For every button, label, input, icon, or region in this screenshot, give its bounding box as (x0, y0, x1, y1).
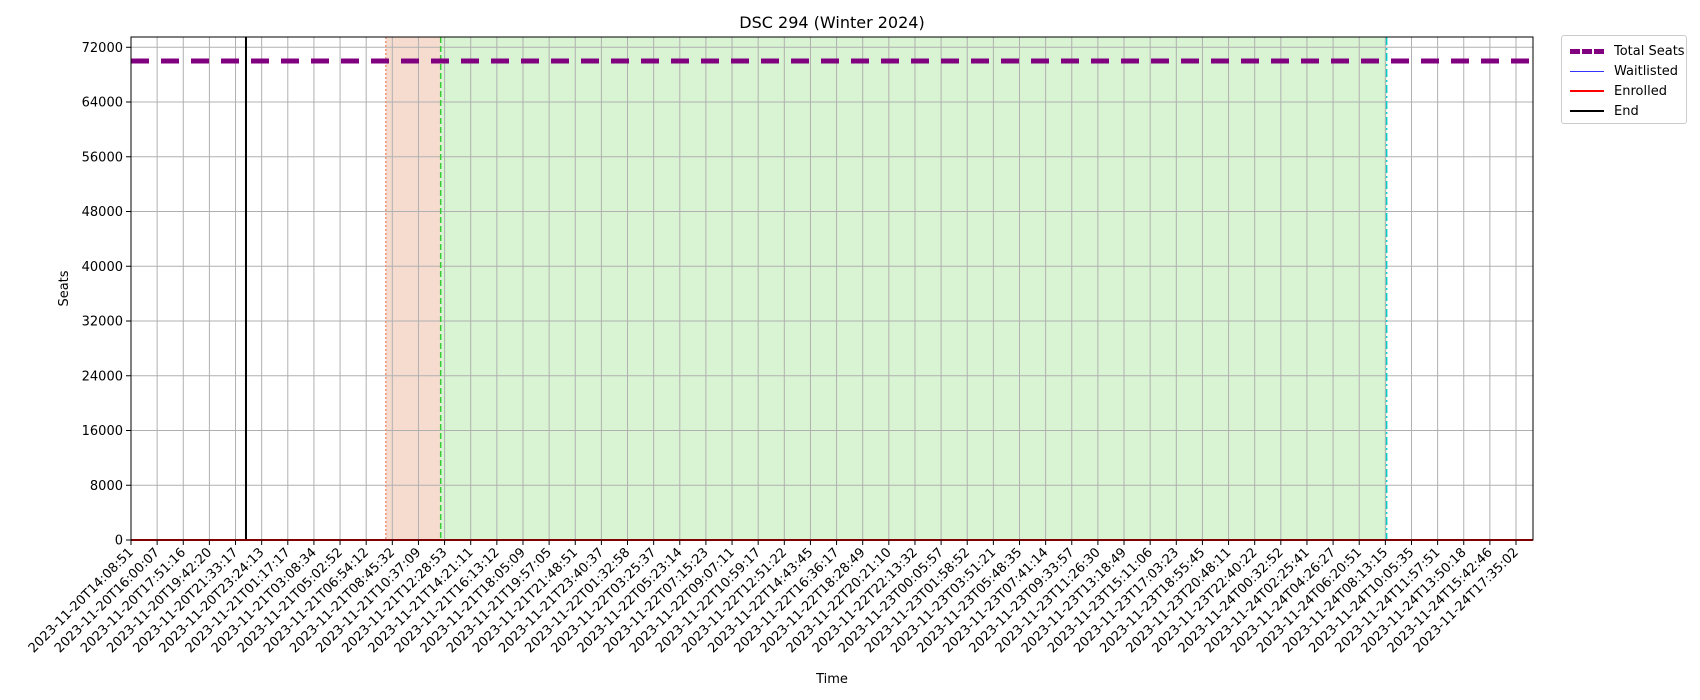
legend-label-waitlisted: Waitlisted (1614, 63, 1679, 79)
legend-item-enrolled: Enrolled (1570, 81, 1686, 101)
legend-swatch-end (1570, 110, 1604, 112)
legend-swatch-total-seats (1570, 48, 1604, 54)
plot-area (130, 36, 1534, 541)
shaded-region-1 (440, 37, 1387, 540)
legend-item-end: End (1570, 101, 1686, 121)
legend-label-end: End (1614, 103, 1639, 119)
y-tick-label: 32000 (82, 315, 123, 330)
y-tick-label: 40000 (82, 260, 123, 275)
legend: Total Seats Waitlisted Enrolled End (1561, 35, 1687, 124)
x-axis-label: Time (815, 672, 848, 687)
y-tick-label: 48000 (82, 205, 123, 220)
legend-label-total-seats: Total Seats (1614, 43, 1685, 59)
y-tick-label: 72000 (82, 41, 123, 56)
shaded-regions (385, 37, 1387, 540)
y-tick-label: 16000 (82, 424, 123, 439)
y-axis: 0 8000 16000 24000 32000 40000 48000 56000 64000… (82, 41, 131, 549)
legend-label-enrolled: Enrolled (1614, 83, 1667, 99)
y-tick-label: 64000 (82, 96, 123, 111)
y-axis-label: Seats (57, 270, 72, 306)
shaded-region-0 (385, 37, 441, 540)
x-axis: 2023-11-20T14:08:512023-11-20T16:00:0720… (26, 540, 1522, 656)
grid (130, 37, 1533, 541)
legend-item-waitlisted: Waitlisted (1570, 61, 1686, 81)
y-tick-label: 0 (115, 534, 123, 549)
vertical-markers (244, 37, 1388, 540)
legend-swatch-waitlisted (1570, 70, 1604, 72)
legend-item-total-seats: Total Seats (1570, 41, 1686, 61)
y-tick-label: 8000 (90, 479, 123, 494)
chart-title: DSC 294 (Winter 2024) (739, 13, 924, 32)
legend-swatch-enrolled (1570, 90, 1604, 92)
y-tick-label: 56000 (82, 150, 123, 165)
y-tick-label: 24000 (82, 369, 123, 384)
